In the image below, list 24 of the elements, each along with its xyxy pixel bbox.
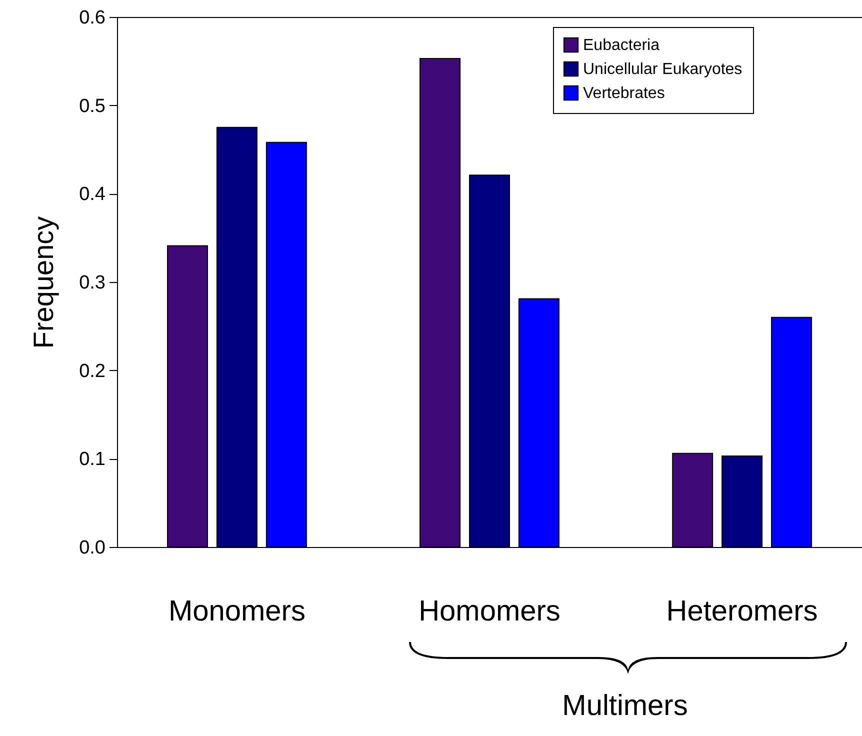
bar [518,298,560,548]
y-tick-label: 0.6 [79,8,106,28]
x-tick-label: Heteromers [666,596,818,628]
y-axis-title: Frequency [28,216,60,349]
bar [672,452,714,548]
y-tick-label: 0.5 [79,96,106,117]
y-tick-label: 0.0 [79,538,106,558]
y-tick-label: 0.2 [79,360,106,382]
y-tick-label: 0.3 [79,272,106,294]
bar [722,456,763,548]
legend-label: Vertebrates [583,85,665,102]
legend-label: Eubacteria [583,37,660,54]
text: Multimers [561,690,689,723]
bar [420,58,461,548]
bar [216,126,258,548]
bar [166,245,208,548]
bar [771,316,812,548]
y-tick-label: 0.1 [79,449,106,470]
bar [266,142,307,548]
x-tick-label: Monomers [168,596,306,628]
bar [469,174,510,548]
y-tick-label: 0.4 [79,184,106,206]
legend-label: Unicellular Eukaryotes [583,61,742,78]
x-tick-label: Homomers [418,596,560,628]
